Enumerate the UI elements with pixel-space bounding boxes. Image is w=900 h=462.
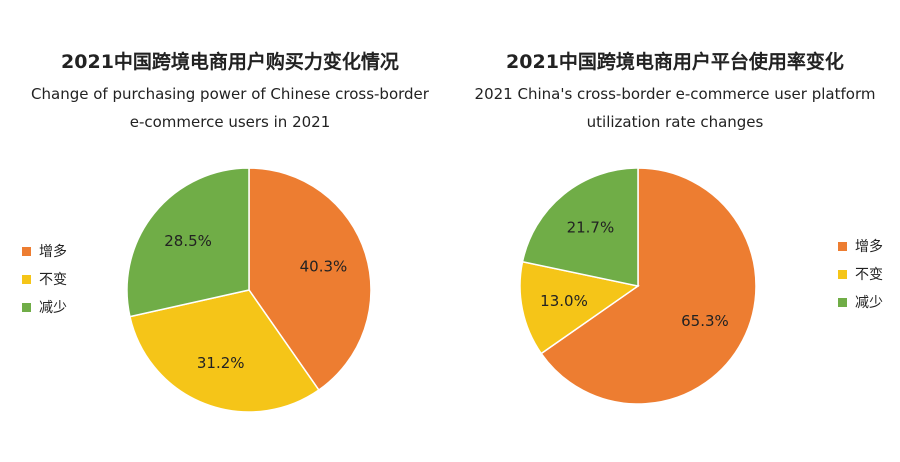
chart-subtitle-line: e-commerce users in 2021 xyxy=(129,113,331,131)
slice-value-label: 13.0% xyxy=(540,292,588,310)
slice-increase xyxy=(540,167,757,405)
slice-increase xyxy=(248,167,372,392)
legend-swatch xyxy=(22,302,31,312)
slice-value-label: 28.5% xyxy=(164,232,212,250)
slice-value-label: 40.3% xyxy=(300,258,348,276)
slice-value-label: 65.3% xyxy=(681,312,729,330)
slice-decrease xyxy=(521,167,639,287)
legend-label: 减少 xyxy=(855,295,883,311)
legend-item-unchanged: 不变 xyxy=(838,260,883,288)
slice-value-label: 21.7% xyxy=(567,218,615,236)
legend-swatch xyxy=(22,274,31,284)
legend-swatch xyxy=(838,269,847,279)
slice-decrease xyxy=(126,167,250,318)
chart-panel-platform-utilization: 2021中国跨境电商用户平台使用率变化 2021 China's cross-b… xyxy=(450,0,900,462)
chart-subtitle-line: Change of purchasing power of Chinese cr… xyxy=(31,85,429,103)
legend-item-increase: 增多 xyxy=(838,232,883,260)
legend-label: 不变 xyxy=(39,272,67,288)
legend-item-increase: 增多 xyxy=(22,237,67,265)
legend-item-unchanged: 不变 xyxy=(22,265,67,293)
pie-chart-purchasing-power: 40.3% 31.2% 28.5% xyxy=(126,167,372,413)
legend-swatch xyxy=(838,241,847,251)
legend-label: 不变 xyxy=(855,267,883,283)
legend-label: 增多 xyxy=(39,244,67,260)
chart-subtitle: 2021 China's cross-border e-commerce use… xyxy=(450,80,900,136)
chart-legend: 增多 不变 减少 xyxy=(22,237,67,321)
chart-title: 2021中国跨境电商用户平台使用率变化 xyxy=(506,51,844,73)
legend-item-decrease: 减少 xyxy=(22,293,67,321)
legend-item-decrease: 减少 xyxy=(838,288,883,316)
slice-unchanged xyxy=(129,289,320,413)
chart-subtitle-line: 2021 China's cross-border e-commerce use… xyxy=(474,85,876,103)
chart-legend: 增多 不变 减少 xyxy=(838,232,883,316)
legend-label: 减少 xyxy=(39,300,67,316)
legend-swatch xyxy=(22,246,31,256)
chart-subtitle-line: utilization rate changes xyxy=(586,113,764,131)
legend-label: 增多 xyxy=(855,239,883,255)
legend-swatch xyxy=(838,297,847,307)
slice-value-label: 31.2% xyxy=(197,354,245,372)
slice-unchanged xyxy=(519,260,640,355)
chart-panel-purchasing-power: 2021中国跨境电商用户购买力变化情况 Change of purchasing… xyxy=(0,51,460,413)
chart-title: 2021中国跨境电商用户购买力变化情况 xyxy=(61,51,399,73)
chart-subtitle: Change of purchasing power of Chinese cr… xyxy=(0,80,460,136)
pie-chart-platform-utilization: 65.3% 13.0% 21.7% xyxy=(519,167,757,405)
